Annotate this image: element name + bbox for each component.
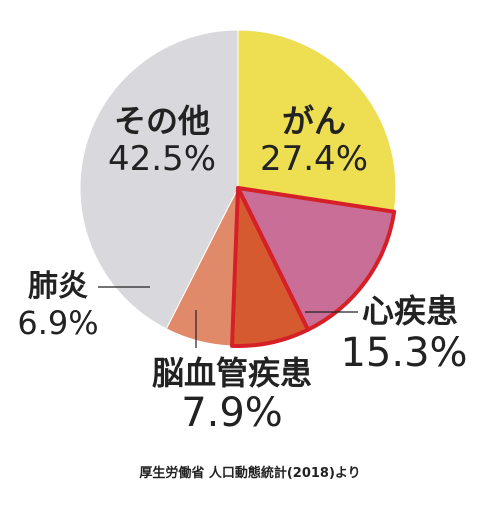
pie-slice-outline-2 <box>230 186 310 348</box>
pie-slice-4 <box>79 29 239 330</box>
slice-label-sonota: その他 <box>114 102 210 140</box>
slice-label-gan: がん <box>282 102 346 140</box>
slice-value-sonota: 42.5% <box>108 139 216 179</box>
pie-slice-outline-1 <box>236 186 397 332</box>
slice-value-gan: 27.4% <box>260 139 368 179</box>
slice-value-shinshikkan: 15.3% <box>340 330 467 376</box>
slice-label-noukekkan: 脳血管疾患 <box>152 354 312 392</box>
leader-lines <box>98 286 358 348</box>
pie-slices <box>79 29 397 347</box>
slice-value-haien: 6.9% <box>17 304 98 342</box>
slice-value-noukekkan: 7.9% <box>181 390 283 436</box>
slice-label-shinshikkan: 心疾患 <box>362 292 458 330</box>
source-note: 厚生労働省 人口動態統計(2018)より <box>139 466 361 481</box>
slice-label-haien: 肺炎 <box>28 269 88 304</box>
pie-slice-0 <box>237 29 397 213</box>
highlight-outline <box>230 186 397 348</box>
pie-chart: がん 27.4% その他 42.5% 肺炎 6.9% 心疾患 15.3% 脳血管… <box>17 29 468 436</box>
